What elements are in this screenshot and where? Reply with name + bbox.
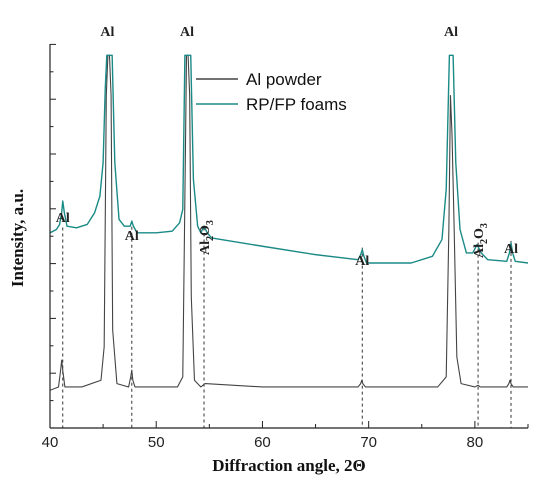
peak-label-al2o3-54: Al2​O3​: [198, 220, 216, 255]
legend: Al powder RP/FP foams: [196, 70, 347, 114]
y-axis-title: Intensity, a.u.: [8, 189, 27, 287]
legend-label-rp-fp-foams: RP/FP foams: [246, 95, 347, 114]
peak-label-al-53: Al: [180, 25, 194, 40]
peak-label-al-47: Al: [125, 229, 139, 244]
peak-label-al-78: Al: [444, 25, 458, 40]
peak-annotations: Al Al Al Al Al2​O3​ Al Al Al2​O3​ Al: [56, 25, 518, 269]
peak-label-al-45: Al: [100, 25, 114, 40]
legend-label-al-powder: Al powder: [246, 70, 322, 89]
x-axis-title: Diffraction angle, 2Θ: [212, 456, 365, 475]
plot-area: [50, 54, 528, 428]
peak-label-al-69: Al: [355, 254, 369, 269]
peak-label-al2o3-80: Al2​O3​: [472, 223, 490, 258]
axes: 40 50 60 70 80: [42, 43, 529, 451]
peak-reference-lines: [62, 220, 512, 428]
x-tick-label: 40: [42, 434, 59, 451]
x-tick-label: 60: [254, 434, 271, 451]
x-tick-label: 50: [148, 434, 165, 451]
series-line-rp-fp-foams: [50, 54, 528, 264]
x-tick-label: 80: [467, 434, 484, 451]
peak-label-al-41: Al: [56, 211, 70, 226]
peak-label-al-83: Al: [504, 242, 518, 257]
x-tick-label: 70: [360, 434, 377, 451]
series-group: [50, 54, 528, 391]
series-line-al-powder: [50, 54, 528, 391]
